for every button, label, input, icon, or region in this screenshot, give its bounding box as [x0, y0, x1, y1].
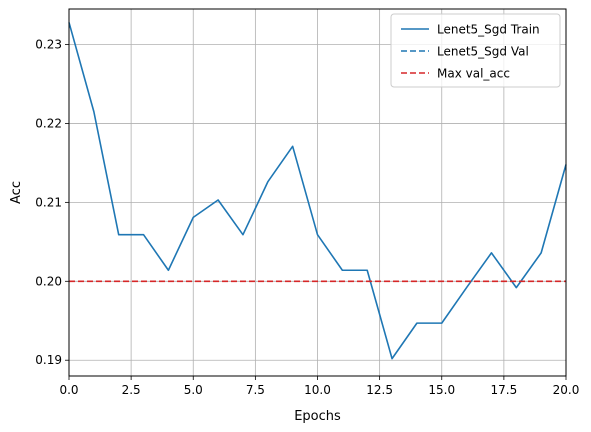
legend-label: Max val_acc [437, 67, 510, 81]
legend-label: Lenet5_Sgd Train [437, 23, 540, 37]
plot-series [68, 22, 567, 360]
y-tick-label: 0.19 [35, 353, 62, 367]
x-tick-label: 10.0 [304, 383, 331, 397]
y-tick-label: 0.23 [35, 38, 62, 52]
y-tick-label: 0.22 [35, 116, 62, 130]
legend: Lenet5_Sgd Train Lenet5_Sgd Val Max val_ac… [390, 13, 561, 88]
x-tick-label: 2.5 [122, 383, 141, 397]
x-tick-label: 0.0 [59, 383, 78, 397]
x-tick-label: 12.5 [366, 383, 393, 397]
x-tick-label: 15.0 [428, 383, 455, 397]
legend-label: Lenet5_Sgd Val [437, 45, 529, 59]
y-tick-label: 0.21 [35, 195, 62, 209]
x-tick-label: 7.5 [246, 383, 265, 397]
y-tick-label: 0.20 [35, 274, 62, 288]
x-axis-label: Epochs [294, 409, 341, 424]
legend-box [390, 13, 561, 88]
x-tick-label: 17.5 [491, 383, 518, 397]
y-axis-label: Acc [9, 181, 24, 204]
axis-ticks: 0.0 2.5 5.0 7.5 10.0 12.5 15.0 17.5 20.0 0.19 0.20… [35, 38, 579, 397]
x-tick-label: 20.0 [553, 383, 580, 397]
x-tick-label: 5.0 [184, 383, 203, 397]
series-line-0 [68, 22, 567, 360]
